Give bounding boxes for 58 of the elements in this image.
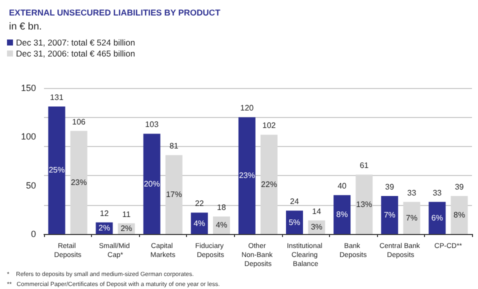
data-label: 33: [407, 188, 417, 198]
bar: [48, 106, 66, 234]
data-label: 106: [72, 117, 86, 126]
data-label: 103: [145, 120, 160, 130]
y-tick-label: 100: [20, 132, 36, 142]
legend-label: Dec 31, 2006: total € 465 billion: [16, 48, 136, 58]
annotation: 2%: [120, 224, 132, 234]
data-label: 39: [385, 182, 395, 192]
data-label: 14: [312, 206, 322, 216]
data-label: 33: [432, 188, 442, 198]
data-label: 81: [169, 142, 179, 151]
annotation: 13%: [356, 200, 372, 209]
bar: [381, 196, 398, 234]
bar: [403, 202, 420, 234]
bar: [190, 212, 208, 234]
bar: [450, 196, 468, 234]
annotation: 6%: [431, 213, 443, 222]
data-label: 120: [240, 104, 254, 113]
annotation: 20%: [144, 179, 160, 188]
bar: [286, 210, 304, 234]
bar: [238, 117, 256, 234]
annotation: 4%: [194, 218, 206, 228]
data-label: 22: [194, 199, 204, 208]
annotation: 7%: [384, 210, 396, 220]
annotation: 5%: [288, 218, 300, 227]
data-label: 24: [290, 197, 300, 206]
annotation: 23%: [238, 171, 255, 180]
bar: [165, 155, 182, 234]
annotation: 17%: [166, 190, 182, 200]
annotation: 8%: [453, 210, 466, 220]
data-label: 131: [50, 92, 64, 102]
legend-label: Dec 31, 2007: total € 524 billion: [16, 38, 136, 48]
bar: [70, 130, 88, 234]
chart-title: EXTERNAL UNSECURED LIABILITIES BY PRODUCT: [9, 8, 222, 18]
annotation: 3%: [310, 222, 322, 232]
annotation: 22%: [261, 180, 278, 189]
annotation: 2%: [98, 224, 110, 233]
data-label: 11: [122, 210, 132, 219]
y-tick-label: 150: [20, 83, 36, 93]
annotation: 7%: [406, 213, 418, 222]
bar: [356, 174, 373, 234]
data-label: 12: [100, 208, 110, 218]
data-label: 18: [217, 202, 226, 212]
y-tick-label: 0: [30, 229, 36, 239]
bar: [143, 134, 160, 234]
bar: [428, 202, 446, 234]
annotation: 25%: [48, 166, 65, 175]
chart-subtitle: in € bn.: [9, 22, 42, 32]
bar: [260, 134, 278, 234]
y-tick-label: 50: [26, 180, 36, 190]
data-label: 102: [262, 121, 276, 130]
annotation: 8%: [336, 210, 348, 220]
annotation: 23%: [70, 178, 87, 187]
data-label: 40: [338, 182, 348, 191]
annotation: 4%: [216, 220, 228, 230]
data-label: 61: [360, 161, 370, 170]
data-label: 39: [454, 182, 464, 192]
bar: [334, 195, 351, 234]
